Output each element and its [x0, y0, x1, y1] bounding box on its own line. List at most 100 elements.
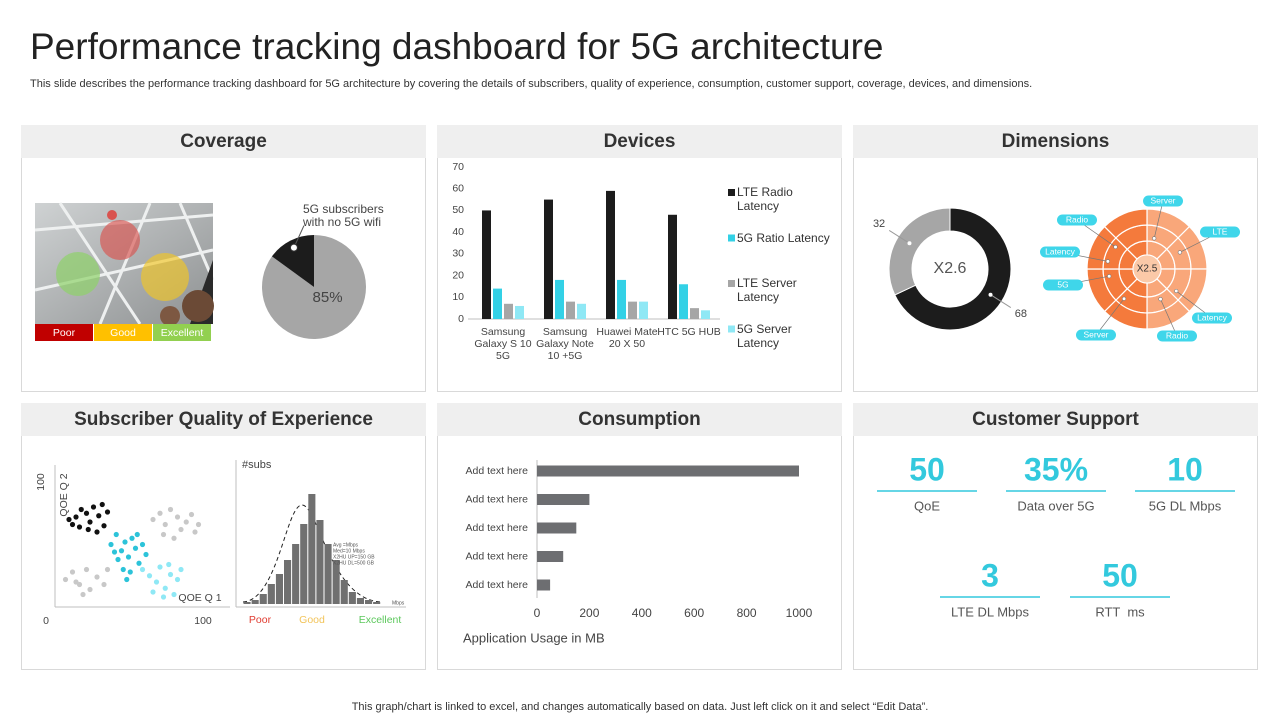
- scatter-point: [122, 539, 128, 545]
- scatter-point: [104, 566, 111, 573]
- radial-center-label: X2.5: [1137, 264, 1158, 275]
- x-tick-label: Samsung Galaxy Note 10 +5G: [536, 326, 594, 362]
- scatter-point: [146, 573, 153, 579]
- scatter-point: [178, 526, 184, 533]
- scatter-point: [171, 535, 177, 541]
- kpi-label: Data over 5G: [1017, 498, 1094, 513]
- donut-center-label: X2.6: [934, 260, 967, 277]
- histogram-bar: [292, 544, 300, 604]
- histogram-bar: [332, 560, 340, 604]
- scatter-point: [166, 561, 172, 568]
- bar: [537, 579, 551, 591]
- radial-label: Radio: [1066, 214, 1088, 224]
- radial-label: Server: [1083, 329, 1108, 339]
- scatter-point: [69, 569, 76, 575]
- histogram-bar: [300, 524, 308, 604]
- scatter-point: [90, 504, 97, 510]
- scatter-point: [157, 510, 163, 516]
- radial-pill: [1043, 279, 1083, 291]
- scatter-point: [94, 529, 100, 535]
- scatter-point: [136, 560, 142, 566]
- kpi-label: LTE DL Mbps: [951, 604, 1030, 619]
- x-tick-label: 0: [43, 615, 49, 627]
- legend-label: LTE Server Latency: [737, 276, 797, 304]
- x-tick-label: 1000: [786, 606, 813, 620]
- histogram-bar: [340, 580, 348, 604]
- donut-value-label: 32: [873, 218, 885, 230]
- scatter-point: [101, 523, 107, 529]
- histogram-bar: [356, 598, 364, 604]
- map-legend-label: Poor: [53, 327, 76, 339]
- scatter-point: [162, 521, 168, 528]
- scatter-point: [62, 576, 69, 583]
- map-legend-swatch: [35, 324, 93, 341]
- legend-swatch: [728, 234, 735, 242]
- radial-label: Server: [1150, 195, 1175, 205]
- y-tick-label: 20: [452, 269, 464, 281]
- kpi-value: 50: [909, 451, 945, 487]
- radial-leader-dot: [1177, 250, 1182, 255]
- histogram-bar: [308, 494, 316, 604]
- scatter-point: [150, 516, 156, 523]
- panel-heading: Consumption: [437, 403, 842, 436]
- histogram-bar: [243, 602, 251, 604]
- y-tick-label: Add text here: [466, 550, 529, 562]
- coverage-map: [34, 202, 215, 326]
- radial-pill: [1057, 214, 1097, 226]
- radial-label: Latency: [1045, 246, 1076, 256]
- donut-leader-dot: [988, 292, 993, 297]
- donut-slice: [888, 207, 951, 296]
- scatter-point: [167, 506, 174, 513]
- scatter-point: [108, 541, 114, 548]
- x-tick-label: 400: [632, 606, 652, 620]
- x-tick-label: 0: [534, 606, 541, 620]
- y-axis-label: QOE Q 2: [58, 473, 70, 516]
- scatter-point: [129, 535, 135, 541]
- histogram-bar: [373, 602, 381, 604]
- bar: [617, 279, 626, 319]
- kpi-label: 5G DL Mbps: [1149, 498, 1222, 513]
- radial-pill: [1200, 226, 1240, 238]
- scatter-point: [87, 519, 93, 525]
- bar: [537, 465, 799, 477]
- y-tick-label: Add text here: [466, 579, 529, 591]
- footer: This graph/chart is linked to excel, and…: [351, 701, 929, 713]
- radial-label: 5G: [1057, 279, 1068, 289]
- donut-leader: [990, 294, 1012, 309]
- y-tick-label: 50: [452, 204, 464, 216]
- histogram-bar: [348, 592, 356, 604]
- y-tick-label: Add text here: [466, 522, 529, 534]
- pie-value-label: 85%: [313, 289, 343, 306]
- legend-swatch: [728, 325, 735, 333]
- scatter-point: [127, 569, 133, 575]
- scatter-point: [115, 556, 121, 563]
- scatter-point: [83, 510, 90, 516]
- x-tick-label: Samsung Galaxy S 10 5G: [474, 326, 532, 362]
- histogram-title: #subs: [242, 459, 272, 471]
- scatter-point: [174, 514, 181, 520]
- bar: [606, 190, 615, 319]
- donut-slice: [894, 207, 1012, 331]
- y-tick-label: 30: [452, 248, 464, 260]
- title: Performance tracking dashboard for 5G ar…: [30, 26, 884, 67]
- scatter-point: [111, 549, 118, 555]
- scatter-point: [118, 548, 125, 554]
- y-tick-label: 40: [452, 226, 464, 238]
- radial-core: [1132, 254, 1162, 284]
- panel-heading: Devices: [437, 125, 842, 158]
- scatter-point: [78, 506, 84, 513]
- radial-leader-dot: [1113, 244, 1118, 250]
- histogram-annotation: Avg =Mbps: [333, 542, 359, 548]
- histogram-bar: [275, 574, 283, 604]
- histogram-bar: [324, 544, 332, 604]
- legend-label: 5G Ratio Latency: [737, 230, 830, 245]
- scatter-point: [143, 551, 149, 558]
- annotation-leader: [293, 225, 305, 248]
- radial-leader-dot: [1174, 288, 1179, 294]
- radial-label: Latency: [1197, 312, 1228, 322]
- histogram-x-label: Mbps: [392, 600, 405, 606]
- kpi-value: 3: [981, 557, 999, 593]
- scatter-point: [150, 589, 156, 595]
